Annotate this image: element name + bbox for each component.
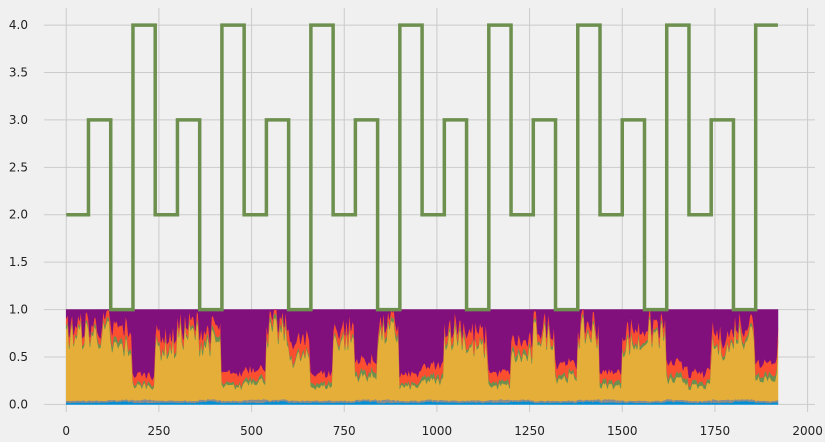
x-tick-label-4: 1000 xyxy=(422,424,453,438)
y-tick-label-1: 0.5 xyxy=(9,350,28,364)
y-tick-label-2: 1.0 xyxy=(9,303,28,317)
stacked-area xyxy=(65,308,779,405)
y-tick-label-3: 1.5 xyxy=(9,255,28,269)
x-tick-label-8: 2000 xyxy=(792,424,823,438)
x-tick-label-1: 250 xyxy=(147,424,170,438)
y-tick-label-0: 0.0 xyxy=(9,397,28,411)
y-tick-label-6: 3.0 xyxy=(9,113,28,127)
y-tick-label-4: 2.0 xyxy=(9,208,28,222)
y-tick-label-7: 3.5 xyxy=(9,65,28,79)
x-tick-label-0: 0 xyxy=(62,424,70,438)
step-series-line xyxy=(66,23,778,312)
y-tick-label-8: 4.0 xyxy=(9,18,28,32)
step-line xyxy=(66,23,778,312)
x-tick-label-2: 500 xyxy=(240,424,263,438)
x-tick-label-6: 1500 xyxy=(607,424,638,438)
x-tick-label-5: 1250 xyxy=(514,424,545,438)
x-tick-label-7: 1750 xyxy=(700,424,731,438)
y-tick-label-5: 2.5 xyxy=(9,160,28,174)
x-axis-ticks: 0 250 500 750 1000 1250 1500 1750 2000 xyxy=(62,424,822,438)
y-axis-ticks: 0.0 0.5 1.0 1.5 2.0 2.5 3.0 3.5 4.0 xyxy=(9,18,28,411)
x-tick-label-3: 750 xyxy=(333,424,356,438)
